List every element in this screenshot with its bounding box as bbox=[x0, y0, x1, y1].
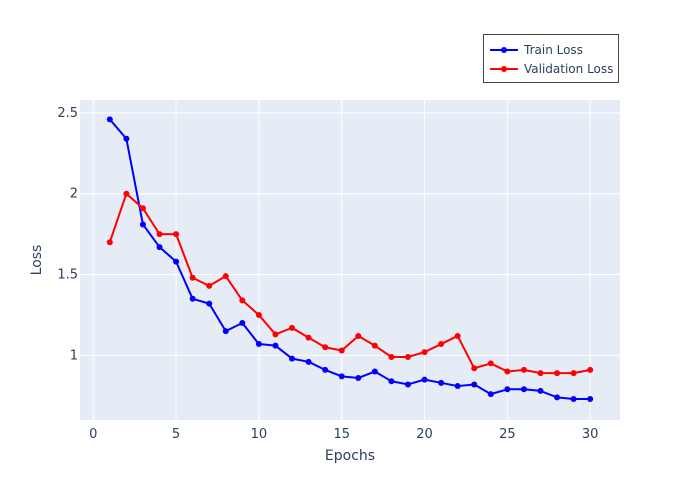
train-loss-point[interactable] bbox=[305, 358, 312, 365]
legend-item-train-loss[interactable]: Train Loss bbox=[490, 43, 583, 57]
train-loss-point[interactable] bbox=[587, 395, 594, 402]
validation-loss-point[interactable] bbox=[106, 239, 113, 246]
validation-loss-point[interactable] bbox=[239, 297, 246, 304]
validation-loss-point[interactable] bbox=[520, 366, 527, 373]
train-loss-point[interactable] bbox=[222, 328, 229, 335]
validation-loss-point[interactable] bbox=[255, 311, 262, 318]
train-loss-point[interactable] bbox=[173, 258, 180, 265]
validation-loss-point[interactable] bbox=[438, 341, 445, 348]
validation-loss-point[interactable] bbox=[272, 331, 279, 338]
y-tick-label: 1 bbox=[70, 348, 78, 363]
validation-loss-point[interactable] bbox=[139, 205, 146, 212]
train-loss-point[interactable] bbox=[239, 320, 246, 327]
train-loss-point[interactable] bbox=[106, 116, 113, 123]
y-axis-title: Loss bbox=[29, 245, 45, 276]
validation-loss-point[interactable] bbox=[338, 347, 345, 354]
y-tick-label: 1.5 bbox=[57, 268, 78, 283]
plot-area bbox=[80, 100, 620, 420]
validation-loss-point[interactable] bbox=[189, 274, 196, 281]
validation-loss-point[interactable] bbox=[537, 370, 544, 377]
legend-validation-loss-marker bbox=[501, 66, 507, 72]
x-tick-label: 0 bbox=[89, 427, 97, 442]
train-loss-point[interactable] bbox=[355, 374, 362, 381]
train-loss-point[interactable] bbox=[404, 381, 411, 388]
validation-loss-point[interactable] bbox=[454, 332, 461, 339]
train-loss-point[interactable] bbox=[272, 342, 279, 349]
validation-loss-point[interactable] bbox=[123, 190, 130, 197]
train-loss-point[interactable] bbox=[338, 373, 345, 380]
validation-loss-point[interactable] bbox=[355, 332, 362, 339]
legend-train-loss-marker bbox=[501, 47, 507, 53]
series-validation-loss bbox=[106, 190, 594, 377]
validation-loss-point[interactable] bbox=[156, 231, 163, 238]
x-tick-label: 5 bbox=[172, 427, 180, 442]
train-loss-point[interactable] bbox=[123, 135, 130, 142]
train-loss-point[interactable] bbox=[289, 355, 296, 362]
x-tick-label: 30 bbox=[582, 427, 599, 442]
validation-loss-point[interactable] bbox=[421, 349, 428, 356]
validation-loss-point[interactable] bbox=[487, 360, 494, 367]
legend-validation-loss-label: Validation Loss bbox=[524, 62, 613, 76]
legend[interactable]: Train Loss Validation Loss bbox=[483, 34, 619, 83]
x-tick-label: 20 bbox=[416, 427, 433, 442]
x-tick-label: 25 bbox=[499, 427, 516, 442]
validation-loss-point[interactable] bbox=[222, 273, 229, 280]
train-loss-point[interactable] bbox=[537, 387, 544, 394]
validation-loss-point[interactable] bbox=[371, 342, 378, 349]
train-loss-point[interactable] bbox=[421, 376, 428, 383]
validation-loss-point[interactable] bbox=[322, 344, 329, 351]
train-loss-point[interactable] bbox=[454, 383, 461, 390]
train-loss-point[interactable] bbox=[471, 381, 478, 388]
train-loss-point[interactable] bbox=[570, 395, 577, 402]
legend-box bbox=[483, 34, 619, 83]
x-tick-label: 15 bbox=[333, 427, 350, 442]
train-loss-point[interactable] bbox=[371, 368, 378, 375]
validation-loss-point[interactable] bbox=[570, 370, 577, 377]
train-loss-point[interactable] bbox=[504, 386, 511, 393]
series-train-loss bbox=[106, 116, 594, 402]
train-loss-point[interactable] bbox=[388, 378, 395, 385]
train-loss-point[interactable] bbox=[487, 391, 494, 398]
train-loss-point[interactable] bbox=[206, 300, 213, 307]
validation-loss-point[interactable] bbox=[587, 366, 594, 373]
legend-item-validation-loss[interactable]: Validation Loss bbox=[490, 62, 613, 76]
series-layer bbox=[106, 116, 594, 402]
validation-loss-point[interactable] bbox=[173, 231, 180, 238]
validation-loss-point[interactable] bbox=[471, 365, 478, 372]
x-axis-title: Epochs bbox=[325, 448, 375, 464]
validation-loss-point[interactable] bbox=[305, 334, 312, 341]
train-loss-point[interactable] bbox=[438, 379, 445, 386]
y-tick-label: 2 bbox=[70, 187, 78, 202]
x-tick-label: 10 bbox=[251, 427, 268, 442]
validation-loss-point[interactable] bbox=[504, 368, 511, 375]
validation-loss-point[interactable] bbox=[206, 282, 213, 289]
train-loss-point[interactable] bbox=[322, 366, 329, 373]
train-loss-point[interactable] bbox=[554, 394, 561, 401]
validation-loss-point[interactable] bbox=[404, 353, 411, 360]
train-loss-point[interactable] bbox=[520, 386, 527, 393]
validation-loss-point[interactable] bbox=[289, 324, 296, 331]
train-loss-point[interactable] bbox=[189, 295, 196, 302]
y-tick-label: 2.5 bbox=[57, 106, 78, 121]
train-loss-point[interactable] bbox=[156, 244, 163, 251]
train-loss-point[interactable] bbox=[255, 341, 262, 348]
validation-loss-point[interactable] bbox=[554, 370, 561, 377]
train-loss-point[interactable] bbox=[139, 221, 146, 228]
validation-loss-point[interactable] bbox=[388, 353, 395, 360]
x-axis-ticks: 0 5 10 15 20 25 30 bbox=[89, 427, 598, 442]
y-axis-ticks: 1 1.5 2 2.5 bbox=[57, 106, 78, 363]
legend-train-loss-label: Train Loss bbox=[523, 43, 583, 57]
